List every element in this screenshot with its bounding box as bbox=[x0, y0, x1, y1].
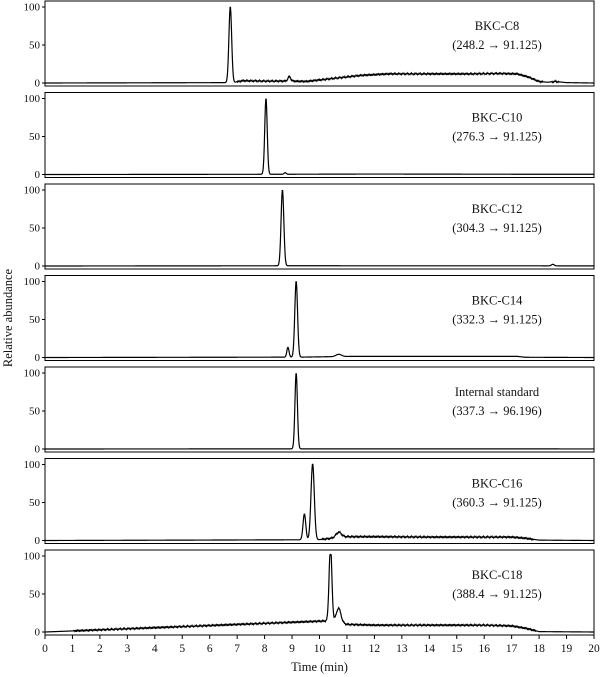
y-axis-label: Relative abundance bbox=[1, 268, 15, 367]
x-tick-label: 17 bbox=[506, 643, 518, 655]
y-tick-label: 50 bbox=[29, 497, 41, 509]
x-axis: 0 1 2 3 4 5 6 7 8 9 10 11 12 13 14 15 16 17 18 19 20 bbox=[42, 635, 600, 655]
trace-bkc-c18 bbox=[44, 553, 594, 633]
trace-bkc-c14 bbox=[45, 281, 594, 359]
panel-name-label: Internal standard bbox=[455, 385, 540, 399]
x-tick-label: 7 bbox=[234, 643, 240, 655]
x-tick-label: 2 bbox=[97, 643, 103, 655]
panel-transition-label: (360.3 → 91.125) bbox=[452, 496, 542, 510]
y-tick-label: 100 bbox=[24, 185, 41, 197]
y-tick-label: 50 bbox=[29, 589, 41, 601]
x-tick-label: 6 bbox=[207, 643, 213, 655]
panel-frame bbox=[44, 366, 595, 453]
y-tick-label: 50 bbox=[29, 406, 41, 418]
y-tick-label: 100 bbox=[24, 368, 41, 380]
panel-7: 0 50 100 BKC-C18 (388.4 → 91.125) bbox=[24, 549, 595, 639]
panel-name-label: BKC-C10 bbox=[472, 111, 523, 125]
panel-frame bbox=[44, 92, 595, 178]
x-tick-label: 20 bbox=[588, 643, 600, 655]
x-tick-label: 14 bbox=[424, 643, 436, 655]
x-tick-label: 9 bbox=[289, 643, 295, 655]
y-tick-label: 100 bbox=[24, 551, 41, 563]
y-tick-label: 100 bbox=[24, 93, 41, 105]
panel-name-label: BKC-C8 bbox=[475, 19, 519, 33]
trace-bkc-c12 bbox=[45, 189, 594, 267]
x-tick-label: 0 bbox=[42, 643, 48, 655]
trace-bkc-c16 bbox=[45, 463, 594, 542]
panel-name-label: BKC-C12 bbox=[472, 202, 523, 216]
x-tick-label: 18 bbox=[533, 643, 545, 655]
x-tick-label: 8 bbox=[262, 643, 268, 655]
panel-6: 0 50 100 BKC-C16 (360.3 → 91.125) bbox=[24, 458, 595, 547]
x-tick-label: 13 bbox=[396, 643, 408, 655]
y-tick-label: 0 bbox=[35, 261, 41, 273]
y-tick-label: 0 bbox=[35, 535, 41, 547]
trace-bkc-c8 bbox=[45, 6, 595, 84]
panel-transition-label: (276.3 → 91.125) bbox=[452, 130, 542, 144]
panel-transition-label: (304.3 → 91.125) bbox=[452, 221, 542, 235]
y-tick-label: 50 bbox=[29, 131, 41, 143]
y-tick-label: 0 bbox=[35, 352, 41, 364]
panel-2: 0 50 100 BKC-C10 (276.3 → 91.125) bbox=[24, 92, 595, 181]
panel-name-label: BKC-C16 bbox=[472, 477, 523, 491]
x-tick-label: 15 bbox=[451, 643, 463, 655]
y-tick-label: 0 bbox=[35, 444, 41, 456]
panel-frame bbox=[44, 0, 595, 87]
panel-transition-label: (248.2 → 91.125) bbox=[452, 38, 542, 52]
y-tick-label: 100 bbox=[24, 2, 41, 14]
panel-name-label: BKC-C18 bbox=[472, 568, 523, 582]
y-tick-label: 100 bbox=[24, 459, 41, 471]
panel-transition-label: (332.3 → 91.125) bbox=[452, 313, 542, 327]
y-tick-label: 50 bbox=[29, 223, 41, 235]
panel-frame bbox=[44, 183, 595, 270]
x-tick-label: 16 bbox=[478, 643, 490, 655]
panel-1: 0 50 100 BKC-C8 (248.2 → 91.125) bbox=[24, 0, 595, 90]
x-axis-label: Time (min) bbox=[291, 660, 348, 674]
x-tick-label: 12 bbox=[369, 643, 381, 655]
trace-bkc-c10 bbox=[45, 98, 594, 176]
panel-frame bbox=[44, 458, 595, 544]
x-tick-label: 5 bbox=[179, 643, 185, 655]
panel-4: 0 50 100 BKC-C14 (332.3 → 91.125) bbox=[24, 275, 595, 364]
x-tick-label: 19 bbox=[561, 643, 573, 655]
x-tick-label: 4 bbox=[152, 643, 158, 655]
y-tick-label: 0 bbox=[35, 169, 41, 181]
panel-transition-label: (388.4 → 91.125) bbox=[452, 587, 542, 601]
y-tick-label: 0 bbox=[35, 78, 41, 90]
trace-internal-standard bbox=[45, 373, 594, 450]
y-tick-label: 100 bbox=[24, 276, 41, 288]
y-tick-label: 50 bbox=[29, 314, 41, 326]
panel-transition-label: (337.3 → 96.196) bbox=[452, 404, 542, 418]
panel-5: 0 50 100 Internal standard (337.3 → 96.196) bbox=[24, 366, 595, 456]
y-tick-label: 0 bbox=[35, 627, 41, 639]
panel-frame bbox=[44, 275, 595, 361]
x-tick-label: 3 bbox=[124, 643, 130, 655]
x-tick-label: 10 bbox=[314, 643, 326, 655]
y-tick-label: 50 bbox=[29, 40, 41, 52]
x-tick-label: 1 bbox=[70, 643, 76, 655]
x-tick-label: 11 bbox=[341, 643, 352, 655]
panel-3: 0 50 100 BKC-C12 (304.3 → 91.125) bbox=[24, 183, 595, 273]
panel-name-label: BKC-C14 bbox=[472, 294, 523, 308]
